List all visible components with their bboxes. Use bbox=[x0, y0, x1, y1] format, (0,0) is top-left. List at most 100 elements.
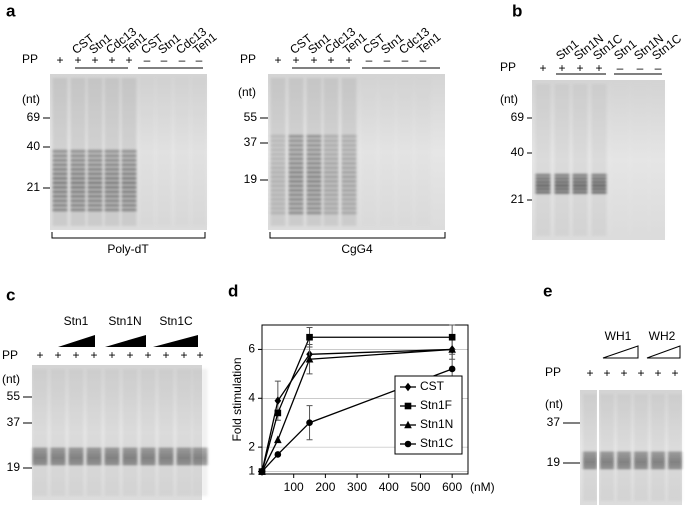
series-line bbox=[261, 348, 453, 472]
band bbox=[122, 448, 138, 450]
band bbox=[52, 195, 68, 198]
band bbox=[176, 454, 192, 456]
band bbox=[288, 144, 304, 147]
band bbox=[554, 184, 570, 187]
band bbox=[323, 198, 339, 201]
band bbox=[87, 159, 103, 162]
lane-smear bbox=[668, 394, 682, 501]
band bbox=[341, 184, 357, 188]
band bbox=[158, 448, 174, 450]
band bbox=[591, 174, 607, 177]
band bbox=[270, 180, 286, 183]
band bbox=[323, 175, 339, 179]
label: + bbox=[558, 61, 565, 75]
band bbox=[86, 451, 102, 453]
band bbox=[68, 448, 84, 450]
band bbox=[32, 463, 48, 465]
band bbox=[306, 207, 322, 210]
band bbox=[651, 461, 665, 463]
gel-image bbox=[268, 74, 445, 230]
band bbox=[52, 168, 68, 171]
gel-image bbox=[32, 365, 208, 500]
band bbox=[270, 202, 286, 206]
point bbox=[274, 435, 282, 444]
label: 19 bbox=[547, 455, 561, 469]
label: + bbox=[327, 53, 334, 67]
x-tick-label: 100 bbox=[284, 480, 304, 494]
band bbox=[306, 139, 322, 143]
label: + bbox=[125, 53, 132, 67]
label: 37 bbox=[547, 415, 561, 429]
band bbox=[87, 154, 103, 158]
band bbox=[617, 455, 631, 457]
label: (nt) bbox=[2, 372, 20, 386]
band bbox=[341, 144, 357, 147]
band bbox=[70, 154, 86, 158]
band bbox=[270, 166, 286, 170]
point bbox=[404, 402, 412, 410]
band bbox=[306, 135, 322, 138]
label: + bbox=[292, 53, 299, 67]
label: + bbox=[180, 348, 187, 362]
label: PP bbox=[22, 52, 38, 66]
band bbox=[306, 157, 322, 161]
band bbox=[104, 177, 120, 180]
lane-smear bbox=[651, 84, 666, 236]
band bbox=[121, 190, 137, 194]
label: Poly-dT bbox=[107, 242, 149, 256]
label: – bbox=[637, 61, 644, 75]
band bbox=[158, 460, 174, 462]
x-tick-label: 200 bbox=[315, 480, 335, 494]
band bbox=[288, 211, 304, 215]
label: + bbox=[144, 348, 151, 362]
band bbox=[288, 180, 304, 183]
band bbox=[572, 184, 588, 187]
label: – bbox=[179, 53, 186, 67]
band bbox=[323, 180, 339, 183]
lane-smear bbox=[398, 78, 413, 226]
lane-smear bbox=[68, 369, 84, 496]
point bbox=[404, 382, 412, 392]
band bbox=[668, 461, 682, 463]
band bbox=[306, 162, 322, 165]
band bbox=[104, 163, 120, 167]
label: 21 bbox=[27, 180, 41, 194]
band bbox=[104, 168, 120, 171]
lane-smear bbox=[86, 369, 102, 496]
label: 19 bbox=[244, 172, 258, 186]
lane-smear bbox=[50, 369, 66, 496]
legend-box bbox=[394, 375, 463, 455]
band bbox=[591, 188, 607, 191]
band bbox=[341, 193, 357, 197]
band bbox=[306, 148, 322, 152]
label: WH1 bbox=[605, 329, 632, 343]
label: + bbox=[36, 348, 43, 362]
band bbox=[122, 451, 138, 453]
label: Stn1N bbox=[108, 314, 141, 328]
lane-smear bbox=[122, 369, 138, 496]
band bbox=[323, 153, 339, 156]
label: + bbox=[637, 366, 644, 380]
band bbox=[591, 177, 607, 180]
band bbox=[270, 135, 286, 138]
band bbox=[617, 467, 631, 469]
gel-image bbox=[532, 80, 666, 240]
y-tick-label: 4 bbox=[248, 390, 255, 404]
band bbox=[50, 457, 66, 459]
band bbox=[140, 463, 156, 465]
lane-smear bbox=[591, 84, 607, 236]
band bbox=[288, 171, 304, 174]
band bbox=[306, 189, 322, 192]
point bbox=[258, 468, 266, 475]
label: Stn1C bbox=[159, 314, 193, 328]
band bbox=[306, 198, 322, 201]
band bbox=[572, 174, 588, 177]
band bbox=[121, 163, 137, 167]
lane-smear bbox=[633, 84, 648, 236]
label: PP bbox=[545, 365, 561, 379]
band bbox=[70, 168, 86, 171]
band bbox=[104, 181, 120, 185]
label: – bbox=[617, 61, 624, 75]
lane-gap bbox=[597, 390, 599, 505]
label: + bbox=[126, 348, 133, 362]
